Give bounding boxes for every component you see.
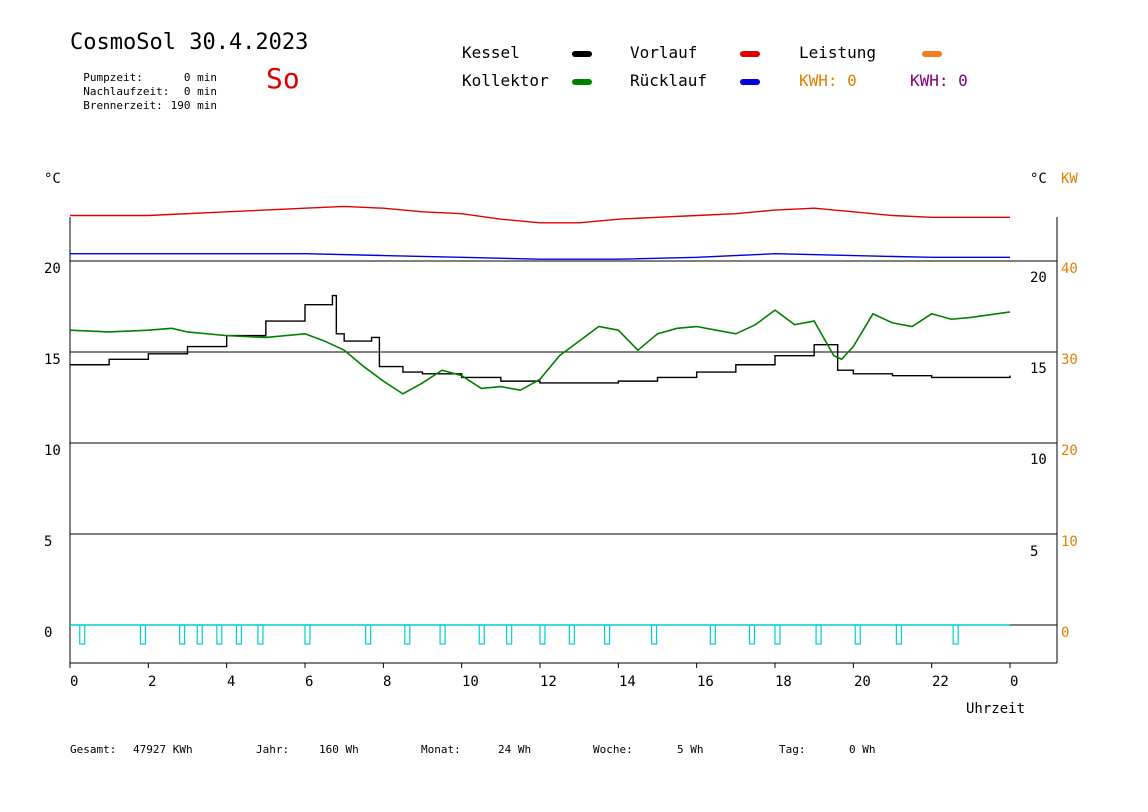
stat-pumpzeit: Pumpzeit: 0 min <box>70 58 217 84</box>
legend-label-leistung: Leistung <box>799 43 877 62</box>
left-tick-label: 0 <box>44 625 53 641</box>
series-leistung-pulse <box>365 624 372 645</box>
series-leistung-pulse <box>139 624 147 645</box>
legend-swatch-leistung <box>922 51 942 57</box>
x-tick-label: 12 <box>540 674 557 690</box>
series-leistung-pulse <box>748 624 756 645</box>
x-tick-label: 2 <box>148 674 157 690</box>
series-leistung-pulse <box>179 624 186 645</box>
left-tick-label: 10 <box>44 443 61 459</box>
stat-label: Nachlaufzeit: <box>83 85 170 98</box>
series-leistung-pulse <box>196 624 203 645</box>
right-axis-unit-c: °C <box>1030 171 1047 187</box>
stat-value: 190 min <box>170 99 217 112</box>
series-leistung-pulse <box>952 624 959 645</box>
x-tick-label: 14 <box>619 674 636 690</box>
series-leistung-pulse <box>568 624 575 645</box>
x-tick-label: 16 <box>697 674 714 690</box>
stat-value: 0 min <box>183 85 217 98</box>
stat-label: Pumpzeit: <box>83 71 143 84</box>
x-tick-label: 0 <box>1010 674 1019 690</box>
right-tick-label: 15 <box>1030 361 1047 377</box>
legend-swatch-vorlauf <box>740 51 760 57</box>
left-tick-label: 15 <box>44 352 61 368</box>
series-kessel-line <box>70 294 1011 384</box>
stat-label: Brennerzeit: <box>83 99 163 112</box>
footer-woche-label: Woche: <box>593 743 633 756</box>
series-leistung-pulse <box>895 624 902 645</box>
right-tick-label: 20 <box>1030 270 1047 286</box>
footer-jahr-value: 160 Wh <box>319 743 359 756</box>
stat-value: 0 min <box>183 71 217 84</box>
kwh-orange: KWH: 0 <box>799 71 857 90</box>
footer-tag-value: 0 Wh <box>849 743 876 756</box>
series-leistung-pulse <box>404 624 411 645</box>
footer-gesamt-value: 47927 KWh <box>133 743 193 756</box>
kw-tick-label: 10 <box>1061 534 1078 550</box>
right-tick-label: 10 <box>1030 452 1047 468</box>
legend-label-ruecklauf: Rücklauf <box>630 71 708 90</box>
legend-label-kollektor: Kollektor <box>462 71 549 90</box>
series-leistung-pulse <box>709 624 716 645</box>
series-leistung-pulse <box>478 624 485 645</box>
x-tick-label: 10 <box>462 674 479 690</box>
footer-tag-label: Tag: <box>779 743 806 756</box>
left-tick-label: 5 <box>44 534 53 550</box>
legend-swatch-kessel <box>572 51 592 57</box>
series-leistung-pulse <box>235 624 243 645</box>
right-tick-label: 5 <box>1030 544 1039 560</box>
series-leistung-pulse <box>257 624 264 645</box>
legend-label-kessel: Kessel <box>462 43 520 62</box>
series-vorlauf-line <box>70 205 1010 224</box>
series-leistung-pulse <box>854 624 861 645</box>
kw-tick-label: 40 <box>1061 261 1078 277</box>
page-title: CosmoSol 30.4.2023 <box>70 30 309 55</box>
series-kollektor-line <box>69 309 1011 395</box>
footer-woche-value: 5 Wh <box>677 743 704 756</box>
weekday-label: So <box>266 62 300 95</box>
x-tick-label: 8 <box>383 674 392 690</box>
series-leistung-pulse <box>650 624 658 645</box>
kw-tick-label: 30 <box>1061 352 1078 368</box>
right-axis-unit-kw: KW <box>1061 171 1078 187</box>
stat-nachlaufzeit: Nachlaufzeit: 0 min <box>70 72 217 98</box>
x-axis-label: Uhrzeit <box>966 701 1026 717</box>
x-tick-label: 4 <box>227 674 236 690</box>
kwh-purple: KWH: 0 <box>910 71 968 90</box>
x-tick-label: 20 <box>854 674 871 690</box>
series-leistung-pulse <box>216 624 223 645</box>
legend-swatch-kollektor <box>572 79 592 85</box>
series-leistung-pulse <box>603 624 611 645</box>
x-tick-label: 22 <box>932 674 949 690</box>
x-tick-label: 6 <box>305 674 314 690</box>
left-axis-unit: °C <box>44 171 61 187</box>
legend-label-vorlauf: Vorlauf <box>630 43 698 62</box>
series-leistung-pulse <box>439 624 446 645</box>
series-leistung-pulse <box>539 624 546 645</box>
x-tick-label: 0 <box>70 674 79 690</box>
x-tick-label: 18 <box>775 674 792 690</box>
series-leistung-pulse <box>79 624 86 645</box>
kw-tick-label: 20 <box>1061 443 1078 459</box>
footer-monat-label: Monat: <box>421 743 461 756</box>
series-leistung-pulse <box>815 624 822 645</box>
series-leistung-pulse <box>506 624 513 645</box>
footer-gesamt-label: Gesamt: <box>70 743 117 756</box>
stat-brennerzeit: Brennerzeit: 190 min <box>70 86 217 112</box>
kw-tick-label: 0 <box>1061 625 1070 641</box>
footer-monat-value: 24 Wh <box>498 743 532 756</box>
left-tick-label: 20 <box>44 261 61 277</box>
legend-swatch-ruecklauf <box>740 79 760 85</box>
series-leistung-pulse <box>774 624 781 645</box>
series-r-cklauf-line <box>70 253 1010 260</box>
footer-jahr-label: Jahr: <box>256 743 290 756</box>
series-leistung-pulse <box>304 624 311 645</box>
